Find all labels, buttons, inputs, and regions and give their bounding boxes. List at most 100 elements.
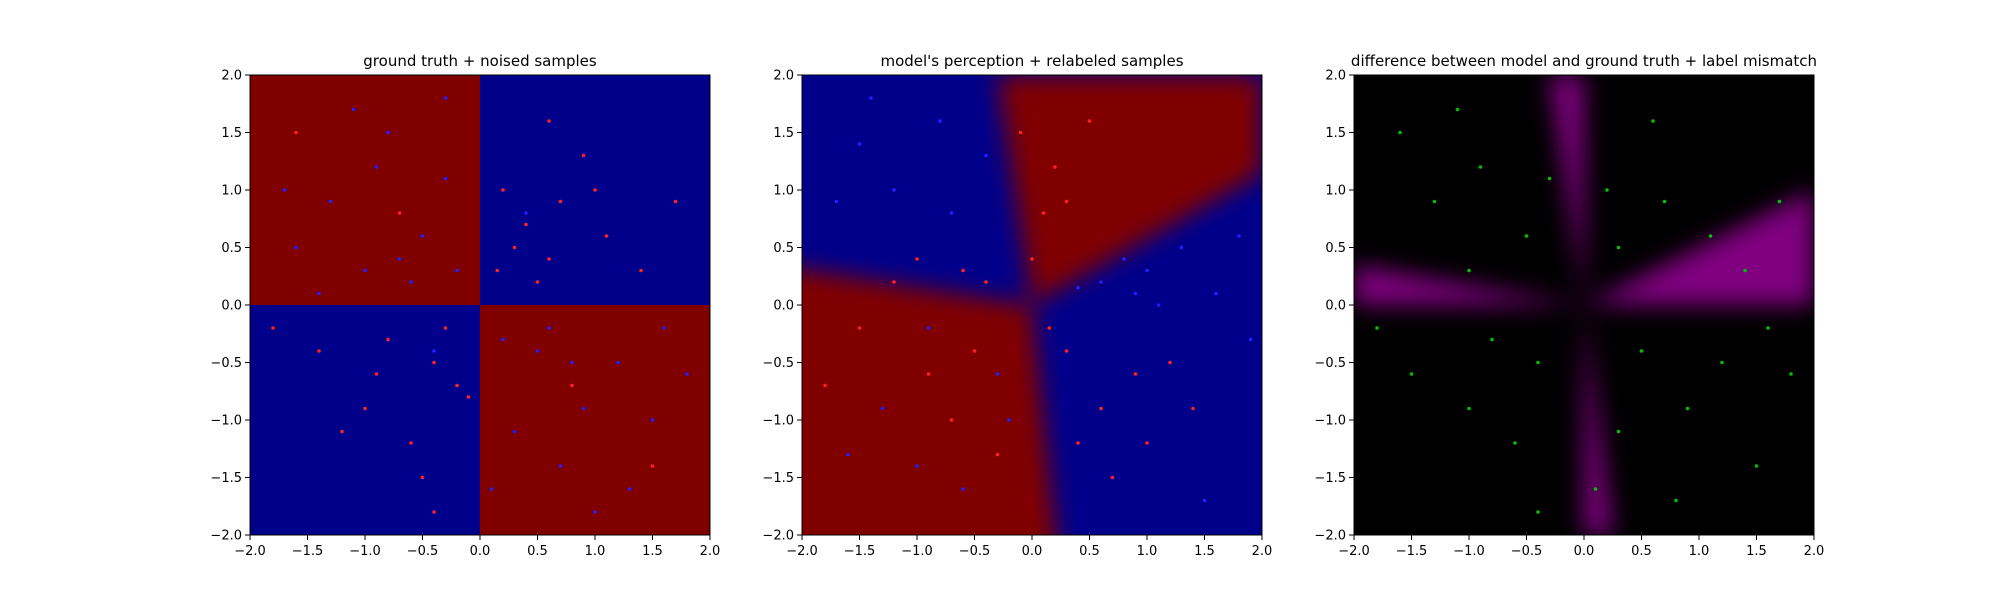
x-tick-label: −0.5	[1511, 544, 1543, 559]
data-point	[1777, 199, 1782, 204]
x-tick-label: 1.0	[1137, 544, 1158, 559]
data-point	[880, 406, 885, 411]
y-tick-label: 1.0	[1325, 184, 1346, 199]
data-point	[443, 326, 448, 330]
data-point	[1536, 360, 1540, 365]
data-point	[317, 291, 321, 296]
data-point	[432, 349, 436, 353]
x-tick-label: −1.5	[1396, 544, 1428, 559]
data-point	[915, 257, 919, 261]
data-point	[857, 326, 862, 330]
data-point	[1237, 234, 1241, 238]
x-tick-label: −0.5	[407, 544, 439, 559]
data-point	[1053, 165, 1057, 169]
data-point	[282, 188, 287, 192]
y-tick-label: 0.5	[1325, 241, 1346, 256]
data-point	[972, 349, 977, 353]
y-tick-label: 0.0	[773, 299, 794, 314]
y-tick-label: −1.5	[1314, 471, 1346, 486]
data-point	[512, 429, 517, 434]
data-point	[650, 418, 655, 422]
data-point	[420, 475, 425, 480]
data-point	[1248, 337, 1253, 342]
data-point	[1766, 326, 1770, 330]
data-point	[938, 119, 942, 123]
data-point	[512, 245, 517, 250]
data-point	[1030, 257, 1034, 261]
data-point	[961, 487, 965, 491]
data-point	[926, 372, 931, 376]
x-tick-label: 0.0	[1022, 544, 1043, 559]
data-point	[1018, 130, 1023, 135]
data-point	[1133, 372, 1138, 376]
axis-ticks: −2.0 −1.5 −1.0 −0.5 0.0 0.5 1.0 1.5 2.0 −2.0 −1.5 −…	[762, 69, 1272, 560]
data-point	[673, 199, 678, 204]
data-point	[1467, 406, 1471, 411]
y-tick-label: −0.5	[1314, 356, 1346, 371]
data-point	[547, 326, 551, 330]
data-point	[834, 199, 839, 204]
data-point	[374, 165, 379, 169]
panel-title: model's perception + relabeled samples	[880, 52, 1183, 70]
data-point	[1720, 360, 1724, 365]
data-point	[524, 211, 528, 215]
y-tick-label: 1.0	[221, 184, 242, 199]
data-point	[1708, 234, 1713, 238]
data-point	[1076, 441, 1080, 445]
data-point	[1432, 199, 1437, 204]
data-point	[662, 326, 666, 330]
y-tick-label: 2.0	[221, 69, 242, 84]
y-tick-label: 1.5	[1325, 126, 1346, 141]
scatter-points	[271, 96, 689, 514]
data-point	[915, 464, 919, 468]
y-tick-label: 2.0	[773, 69, 794, 84]
data-point	[363, 406, 367, 411]
data-point	[639, 268, 643, 273]
data-point	[524, 222, 528, 227]
region-bottom-right	[480, 305, 710, 535]
x-tick-label: −1.0	[901, 544, 933, 559]
y-tick-label: −2.0	[210, 529, 242, 544]
panel-background	[802, 75, 1262, 535]
x-tick-label: −2.0	[1338, 544, 1370, 559]
y-tick-label: 1.5	[773, 126, 794, 141]
data-point	[1639, 349, 1644, 353]
data-point	[1064, 199, 1069, 204]
data-point	[857, 142, 862, 146]
y-tick-label: −1.0	[762, 414, 794, 429]
data-point	[1122, 257, 1126, 261]
y-tick-label: 0.0	[1325, 299, 1346, 314]
data-point	[604, 234, 609, 238]
axis-ticks: −2.0 −1.5 −1.0 −0.5 0.0 0.5 1.0 1.5 2.0 −2.0 −1.5 −…	[210, 69, 720, 560]
data-point	[455, 383, 459, 388]
data-point	[386, 130, 390, 135]
data-point	[294, 245, 298, 250]
data-point	[995, 452, 1000, 457]
data-point	[616, 360, 620, 365]
data-point	[1398, 130, 1402, 135]
y-tick-label: −1.0	[210, 414, 242, 429]
data-point	[892, 280, 896, 284]
data-point	[593, 510, 597, 514]
x-tick-label: −2.0	[786, 544, 818, 559]
data-point	[593, 188, 597, 192]
y-tick-label: 1.0	[773, 184, 794, 199]
y-tick-label: −2.0	[762, 529, 794, 544]
data-point	[1455, 107, 1460, 112]
data-point	[949, 211, 954, 215]
x-tick-label: 2.0	[1252, 544, 1273, 559]
panel-model-perception: model's perception + relabeled samples −…	[762, 52, 1272, 560]
y-tick-label: −2.0	[1314, 529, 1346, 544]
data-point	[1478, 165, 1483, 169]
data-point	[420, 234, 425, 238]
data-point	[1145, 441, 1149, 445]
data-point	[581, 153, 586, 158]
data-point	[1133, 291, 1138, 296]
data-point	[432, 510, 436, 514]
region-top-left	[250, 75, 480, 305]
data-point	[1789, 372, 1793, 376]
data-point	[1076, 285, 1080, 290]
data-point	[535, 349, 540, 353]
axis-ticks: −2.0 −1.5 −1.0 −0.5 0.0 0.5 1.0 1.5 2.0 −2.0 −1.5 −…	[1314, 69, 1824, 560]
